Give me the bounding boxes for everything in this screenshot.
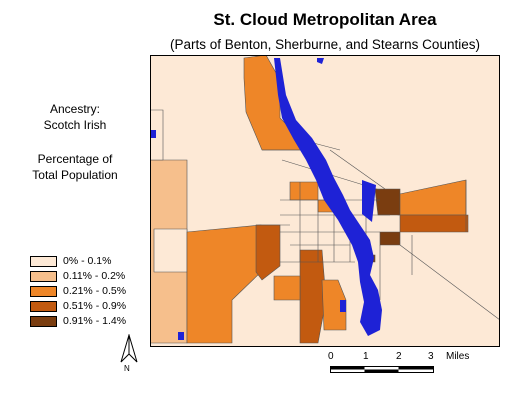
legend-swatch — [30, 285, 57, 297]
legend: 0% - 0.1% 0.11% - 0.2% 0.21% - 0.5% 0.51… — [30, 254, 126, 329]
legend-swatch — [30, 300, 57, 312]
legend-label: 0.21% - 0.5% — [63, 285, 127, 297]
legend-heading-percentage: Percentage of Total Population — [20, 151, 130, 183]
map-title: St. Cloud Metropolitan Area — [213, 10, 437, 29]
map-subtitle: (Parts of Benton, Sherburne, and Stearns… — [170, 37, 480, 52]
legend-swatch — [30, 270, 57, 282]
legend-swatch — [30, 315, 57, 327]
scale-bar-graphic — [330, 366, 434, 373]
tract-core-orange — [289, 181, 319, 201]
tract-central-orange — [321, 279, 347, 331]
scale-unit-label: Miles — [446, 351, 470, 362]
legend-swatch — [30, 255, 57, 267]
legend-heading-ancestry: Ancestry: Scotch Irish — [20, 101, 130, 133]
scale-tick-label: 3 — [428, 351, 434, 362]
tract-west-pocket — [153, 228, 188, 273]
scale-tick-label: 1 — [363, 351, 369, 362]
legend-item: 0% - 0.1% — [30, 254, 126, 268]
legend-item: 0.21% - 0.5% — [30, 284, 126, 298]
tract-northwest — [150, 109, 164, 161]
map-frame — [150, 55, 500, 347]
tract-central-west — [273, 275, 301, 301]
north-arrow: N — [117, 333, 141, 373]
legend-label: 0.11% - 0.2% — [63, 270, 126, 282]
legend-item: 0.11% - 0.2% — [30, 269, 126, 283]
scale-tick-label: 0 — [328, 351, 334, 362]
tract-east-dark — [399, 214, 469, 233]
tract-east-darkest-small — [379, 231, 401, 246]
north-label: N — [124, 364, 130, 373]
scale-bar: 0 1 2 3 Miles — [322, 351, 482, 381]
legend-item: 0.91% - 1.4% — [30, 314, 126, 328]
north-arrow-icon — [120, 333, 138, 363]
legend-label: 0.91% - 1.4% — [63, 315, 127, 327]
choropleth-map — [150, 55, 500, 347]
legend-heading-line: Total Population — [32, 168, 118, 182]
water-features — [150, 58, 382, 340]
legend-heading-line: Scotch Irish — [43, 118, 107, 132]
legend-heading-line: Percentage of — [37, 152, 113, 166]
legend-label: 0.51% - 0.9% — [63, 300, 127, 312]
scale-tick-label: 2 — [396, 351, 402, 362]
legend-heading-line: Ancestry: — [49, 102, 100, 116]
legend-item: 0.51% - 0.9% — [30, 299, 126, 313]
legend-label: 0% - 0.1% — [63, 255, 112, 267]
tract-east-darkest — [374, 188, 401, 216]
